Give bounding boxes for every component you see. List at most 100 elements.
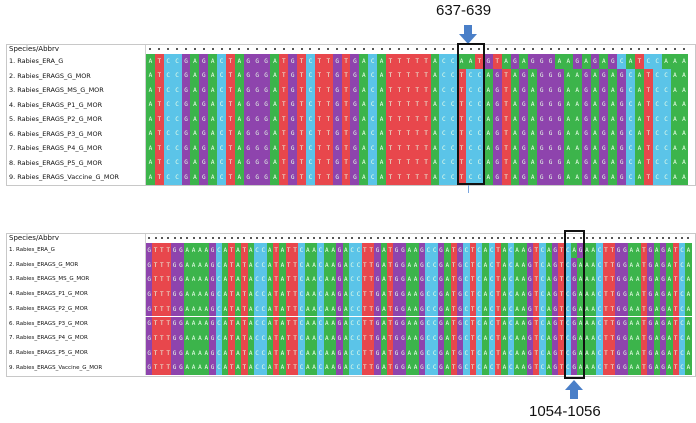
base-cell: C [431,287,438,302]
base-cell: T [640,316,648,332]
ruler-tick [235,45,244,54]
base-cell: G [617,112,627,127]
base-cell: G [181,126,191,141]
base-cell: G [552,287,559,302]
base-cell: T [412,83,422,98]
base-cell: A [190,272,197,288]
base-cell: T [279,170,289,185]
base-cell: T [228,331,235,346]
base-cell: A [146,97,155,112]
base-cell: A [685,301,692,317]
base-cell: A [279,272,286,288]
base-cell: G [519,97,529,112]
base-cell: C [172,112,182,127]
base-cell: G [393,360,400,376]
sequence-row[interactable]: 5. Rabies_ERAGS_P2_G_MOR A T C C G A G A C T A G G G A T… [7,112,689,127]
base-cell: G [621,331,629,346]
base-cell: A [279,360,286,376]
base-cell: C [306,170,315,185]
sequence-row[interactable]: 2. Rabies_ERAGS_G_MOR G T T T G G A A A A G C A T A T A C C… [7,257,692,273]
ruler-tick [311,234,317,243]
base-cell: A [520,331,527,346]
ruler-tick [666,234,672,243]
base-cell: A [520,243,527,258]
base-cell: T [226,141,235,156]
sequence-row[interactable]: 1. Rabies_ERA_G A T C C G A G A C T A G G G A T G T C T T G T G A… [7,54,689,69]
base-cell: C [172,68,182,83]
base-cell: T [386,170,395,185]
bottom-alignment-panel[interactable]: Species/Abbrv 1. Rabies_ERA_G G T T T G G A A A A G… [6,230,696,380]
base-cell: G [399,301,407,317]
base-cell: T [323,141,333,156]
ruler-tick [617,45,626,54]
base-cell: C [596,272,603,288]
sequence-row[interactable]: 7. Rabies_ERAGS_P4_G_MOR G T T T G G A A A A G C A T A T… [7,331,692,346]
base-cell: A [359,54,369,69]
base-cell: A [406,360,413,376]
base-cell: A [528,126,538,141]
bottom-alignment-header: Species/Abbrv [7,234,695,243]
base-cell: C [355,345,362,361]
sequence-row[interactable]: 3. Rabies_ERAGS_MS_G_MOR A T C C G A G A C T A G G G A T… [7,83,689,98]
sequence-row[interactable]: 4. Rabies_ERAGS_P1_G_MOR G T T T G G A A A A G C A T A T… [7,287,692,302]
base-cell: G [571,331,578,346]
sequence-row[interactable]: 4. Rabies_ERAGS_P1_G_MOR A T C C G A G A C T A G G G A T… [7,97,689,112]
base-cell: A [146,54,155,69]
base-cell: A [406,301,413,317]
ruler-tick [555,45,564,54]
sequence-row[interactable]: 8. Rabies_ERAGS_P5_G_MOR G T T T G G A A A A G C A T A T… [7,345,692,361]
sequence-row[interactable]: 5. Rabies_ERAGS_P2_G_MOR G T T T G G A A A A G C A T A T… [7,301,692,317]
base-cell: A [190,155,200,170]
ruler-tick [413,45,422,54]
base-cell: T [412,170,422,185]
base-cell: A [528,112,538,127]
ruler-tick [350,45,359,54]
base-cell: C [678,287,686,302]
base-cell: T [291,301,299,317]
base-cell: A [685,257,692,273]
base-cell: A [670,126,680,141]
sequence-row[interactable]: 9. Rabies_ERAGS_Vaccine_G_MOR G T T T G G A A A A G… [7,360,692,376]
base-cell: C [475,257,483,273]
base-cell: A [329,243,337,258]
top-alignment-panel[interactable]: Species/Abbrv 1. Rabies_ERA_G A T C C G A G A C T A… [6,43,696,186]
base-cell: T [403,54,413,69]
base-cell: T [501,126,511,141]
base-cell: T [314,126,324,141]
sequence-row[interactable]: 3. Rabies_ERAGS_MS_G_MOR G T T T G G A A A A G C A T A T… [7,272,692,288]
base-cell: T [412,141,422,156]
base-cell: G [617,68,627,83]
base-cell: G [146,287,153,302]
base-cell: A [519,54,529,69]
ruler-tick [355,234,361,243]
base-cell: A [184,316,191,332]
base-cell: C [349,345,356,361]
sequence-row[interactable]: 7. Rabies_ERAGS_P4_G_MOR A T C C G A G A C T A G G G A T… [7,141,689,156]
base-cell: T [457,141,467,156]
base-cell: T [602,287,610,302]
base-cell: A [310,316,318,332]
base-cell: G [374,272,381,288]
sequence-row[interactable]: 8. Rabies_ERAGS_P5_G_MOR A T C C G A G A C T A G G G A T… [7,155,689,170]
base-cell: A [190,316,197,332]
base-cell: C [172,83,182,98]
base-cell: G [243,112,253,127]
base-cell: C [217,97,227,112]
sequence-row[interactable]: 1. Rabies_ERA_G G T T T G G A A A A G C A T A T A C C A T A T T C… [7,243,692,258]
sequence-row[interactable]: 6. Rabies_ERAGS_P3_G_MOR A T C C G A G A C T A G G G A T… [7,126,689,141]
sequence-row[interactable]: 6. Rabies_ERAGS_P3_G_MOR G T T T G G A A A A G C A T A T… [7,316,692,332]
base-cell: A [510,170,520,185]
base-cell: A [634,126,644,141]
base-cell: A [685,316,692,332]
base-cell: A [563,97,573,112]
base-cell: A [329,345,337,361]
base-cell: G [617,141,627,156]
sequence-row[interactable]: 2. Rabies_ERAGS_G_MOR A T C C G A G A C T A G G G A T G T C… [7,68,689,83]
base-cell: A [310,301,318,317]
base-cell: C [661,83,671,98]
ruler-tick [395,45,404,54]
sequence-row[interactable]: 9. Rabies_ERAGS_Vaccine_G_MOR A T C C G A G A C T A… [7,170,689,185]
base-cell: G [519,68,529,83]
base-cell: G [437,272,445,288]
base-cell: C [564,243,572,258]
